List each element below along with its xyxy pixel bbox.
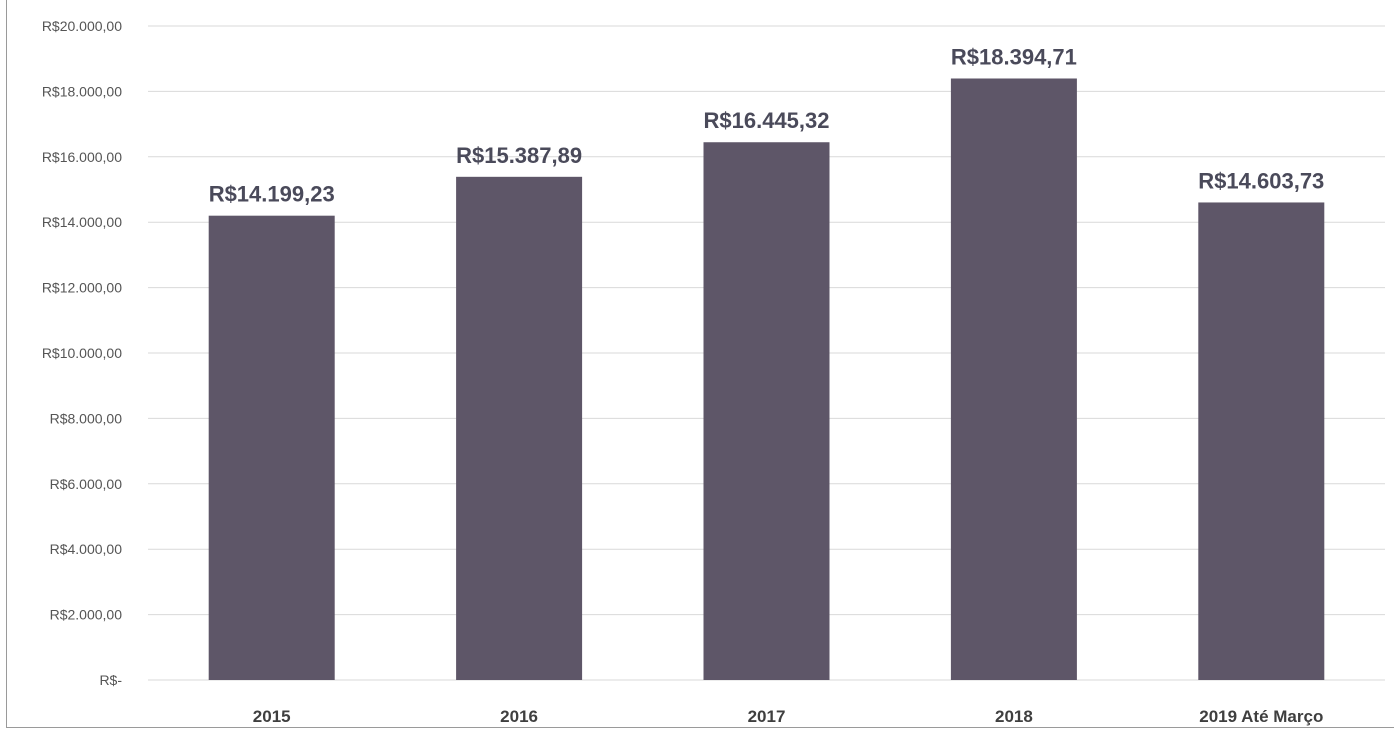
x-category-label: 2019 Até Março [1199, 707, 1323, 726]
y-tick-label: R$18.000,00 [42, 83, 122, 99]
bars [208, 78, 1325, 681]
y-tick-label: R$4.000,00 [50, 541, 123, 557]
data-label: R$16.445,32 [704, 108, 830, 133]
y-tick-label: R$20.000,00 [42, 18, 122, 34]
bar [208, 215, 335, 680]
y-tick-label: R$12.000,00 [42, 280, 122, 296]
data-label: R$14.603,73 [1198, 168, 1324, 193]
y-axis-tick-labels: R$- R$2.000,00 R$4.000,00 R$6.000,00 R$8.000… [42, 18, 123, 688]
y-tick-label: R$10.000,00 [42, 345, 122, 361]
bar [456, 176, 583, 681]
y-tick-label: R$2.000,00 [50, 607, 123, 623]
bar [1198, 202, 1325, 681]
bar [950, 78, 1077, 680]
x-category-label: 2018 [995, 707, 1033, 726]
x-axis-category-labels: 2015 2016 2017 2018 2019 Até Março [253, 707, 1324, 726]
data-label: R$18.394,71 [951, 44, 1077, 69]
data-label: R$15.387,89 [456, 143, 582, 168]
y-tick-label: R$8.000,00 [50, 410, 123, 426]
y-tick-label: R$16.000,00 [42, 149, 122, 165]
x-category-label: 2016 [500, 707, 538, 726]
y-tick-label: R$14.000,00 [42, 214, 122, 230]
y-tick-label: R$- [99, 672, 122, 688]
y-tick-label: R$6.000,00 [50, 476, 123, 492]
bar [703, 142, 830, 680]
x-category-label: 2015 [253, 707, 291, 726]
data-label: R$14.199,23 [209, 182, 335, 207]
x-category-label: 2017 [748, 707, 786, 726]
chart-frame [6, 0, 1394, 728]
data-labels: R$14.199,23 R$15.387,89 R$16.445,32 R$18.39… [209, 44, 1325, 206]
